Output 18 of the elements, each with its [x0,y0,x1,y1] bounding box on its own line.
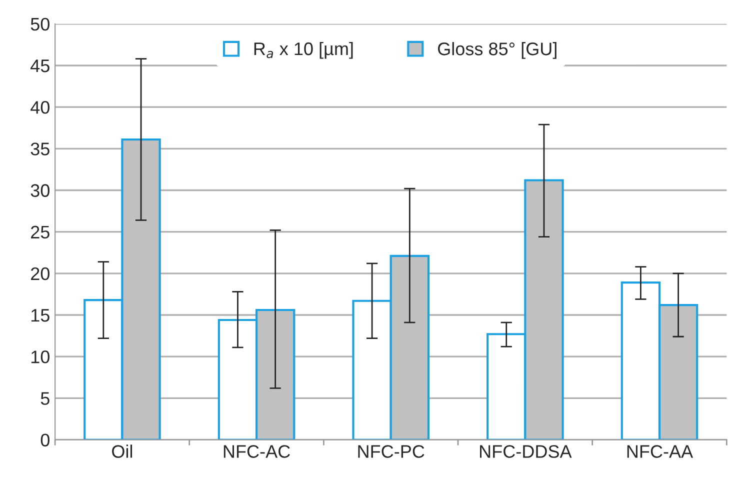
legend-label: Gloss 85° [GU] [438,42,556,59]
x-tick-label: NFC-PC [358,445,424,458]
y-tick-label: 35 [30,142,50,156]
y-tick-label: 40 [30,101,50,114]
y-tick-label: 10 [31,350,50,364]
y-tick-label: 5 [40,392,50,405]
x-tick-label: NFC-AA [627,445,694,458]
y-tick-label: 20 [31,267,50,280]
y-tick-label: 50 [30,18,50,31]
x-tick-label: NFC-AC [224,445,290,458]
y-tick-label: 25 [31,226,50,239]
y-tick-label: 0 [40,434,50,446]
y-tick-label: 30 [30,184,50,197]
x-tick-label: Oil [112,444,132,458]
y-tick-label: 15 [31,309,50,322]
y-tick-label: 45 [30,60,50,72]
x-tick-label: NFC-DDSA [480,445,572,458]
legend-label: R$_{a}$ x 10 [µm] [254,42,353,59]
